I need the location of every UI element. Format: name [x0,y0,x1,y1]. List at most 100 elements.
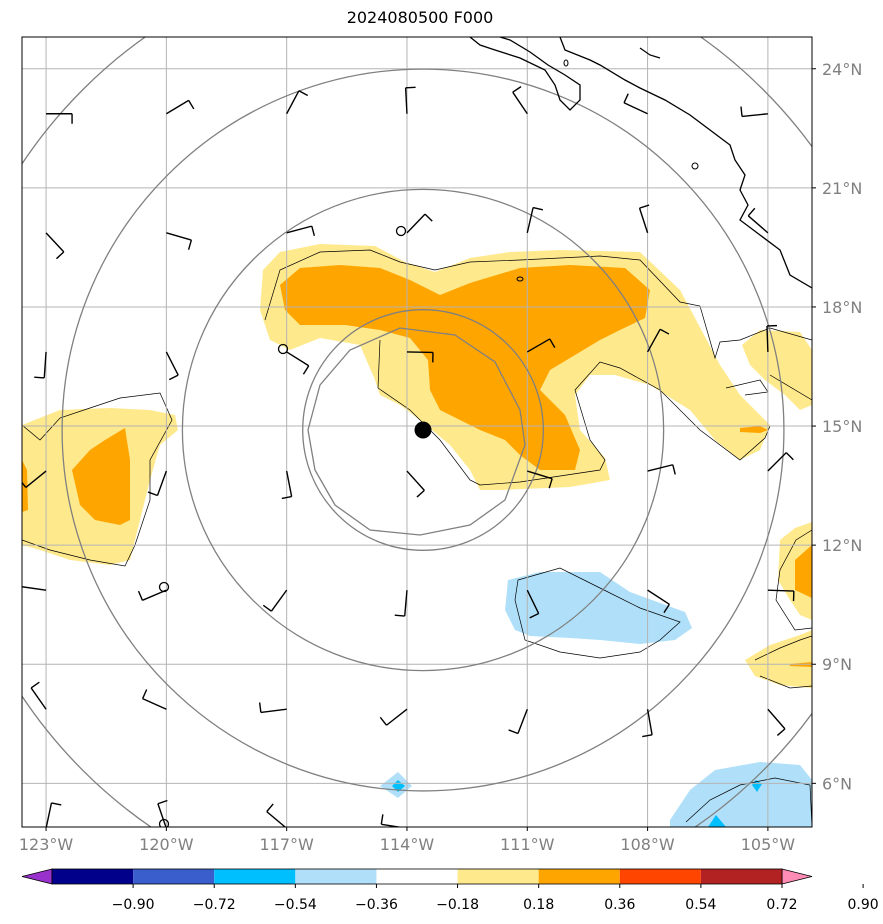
wind-barb [404,86,416,114]
colorbar-segment [619,869,701,884]
wind-barb [767,708,786,736]
lon-tick-label: 111°W [500,835,555,854]
barb-staff [142,698,167,710]
barb-staff [517,708,528,734]
barb-staff [526,207,534,234]
barb-flag [529,612,539,619]
barb-flag [311,225,316,236]
barb-flag [266,803,274,813]
barb-staff [45,802,53,827]
barb-staff [381,823,404,827]
lat-tick-label: 18°N [822,298,862,317]
lon-tick-label: 105°W [741,835,796,854]
barb-flag [623,93,629,104]
wind-barb [46,113,73,124]
colorbar-segment [538,869,620,884]
wind-barb [141,689,167,710]
wind-barb [526,206,544,234]
wind-barb [406,213,433,234]
colorbar-segment [376,869,458,884]
wind-barb [647,589,670,614]
wind-barb [166,232,193,250]
wind-barb [258,702,287,714]
barb-staff [741,113,768,118]
wind-barb [30,681,47,710]
barb-flag [168,374,179,381]
barb-flag [22,481,27,488]
positive-anomaly-southeast-core [795,545,812,598]
calm-wind-circle [277,343,289,355]
lon-tick-label: 123°W [19,835,74,854]
positive-anomaly-dot [740,426,768,433]
barb-flag [394,614,405,617]
wind-barb [281,470,293,500]
barb-staff [404,590,408,617]
contour-se [775,529,812,631]
barb-staff [285,470,293,497]
barb-staff [767,452,787,472]
barb-staff [260,708,287,714]
colorbar-label: 0.18 [523,897,554,913]
colorbar-label: 0.72 [766,897,797,913]
lat-tick-label: 24°N [822,60,862,79]
lon-tick-label: 108°W [620,835,675,854]
barb-staff [22,586,47,591]
wind-barb [34,351,47,379]
colorbar-label: −0.72 [193,897,236,913]
barb-staff [386,708,408,726]
barb-flag [30,681,40,689]
barb-staff [166,232,192,241]
wind-barb [647,464,676,475]
range-ring [181,188,665,672]
barb-staff [156,470,168,496]
barb-flag [187,239,193,250]
barb-flag [302,365,310,375]
lat-tick-label: 15°N [822,417,862,436]
colorbar-segment [133,869,215,884]
colorbar-extend-right [781,868,813,885]
wind-barb [512,86,528,115]
wind-barb [646,328,670,353]
barb-staff [647,464,673,472]
storm-center-marker [414,421,432,439]
contour-negative [514,567,681,659]
barb-staff [166,99,190,115]
barb-staff [45,232,65,253]
contour-south [685,777,812,827]
barb-flag [405,86,416,89]
wind-barb [286,225,316,236]
storm-center-dot [414,421,432,439]
barb-flag [532,206,544,211]
wind-barb [45,802,62,827]
colorbar-label: −0.36 [355,897,398,913]
barb-staff [646,328,661,353]
colorbar-label: −0.18 [436,897,479,913]
barb-staff [286,90,300,115]
positive-anomaly-east [742,330,812,410]
colorbar-segment [52,869,134,884]
contour-north [264,249,812,401]
barb-flag [258,702,262,713]
barb-staff [747,215,769,234]
island [516,276,524,282]
wind-barb [22,576,47,591]
barb-staff [767,589,794,592]
wind-barb [165,351,179,381]
wind-barb [22,470,47,488]
lat-tick-label: 12°N [822,536,862,555]
barb-flag [512,86,522,93]
baja-coastline [469,37,581,111]
wind-barb [45,232,65,260]
calm-wind-circle [158,581,170,593]
barb-flag [747,207,756,217]
wind-barb [766,324,777,352]
calm-wind-circle [395,225,407,237]
wind-barb [740,106,768,118]
barb-staff [406,213,426,234]
colorbar-label: 0.36 [604,897,635,913]
barb-flag [188,100,195,110]
inner-ring [307,327,526,536]
wind-barb [526,338,556,353]
barb-staff [406,470,425,491]
